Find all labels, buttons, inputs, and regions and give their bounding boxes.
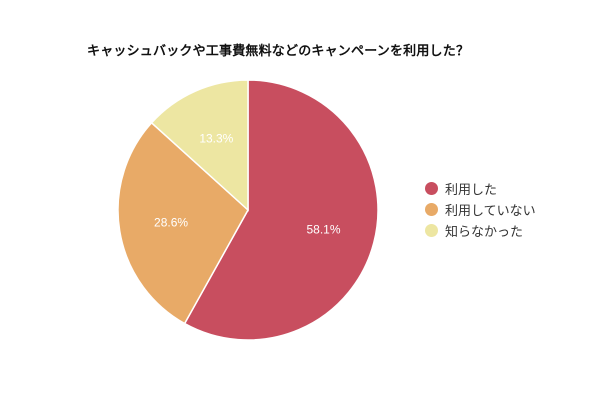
legend-item-not-used[interactable]: 利用していない: [425, 199, 536, 220]
legend-marker-icon: [425, 224, 438, 237]
legend-label: 利用した: [445, 183, 498, 198]
slice-value-label: 28.6%: [154, 216, 188, 230]
chart-title: キャッシュバックや工事費無料などのキャンペーンを利用した？: [87, 44, 470, 59]
legend: 利用した 利用していない 知らなかった: [425, 178, 536, 241]
pie-slice[interactable]: [117, 121, 249, 325]
legend-label: 知らなかった: [445, 225, 524, 240]
legend-label: 利用していない: [445, 204, 536, 219]
legend-marker-icon: [425, 182, 438, 195]
slice-value-label: 58.1%: [306, 223, 340, 237]
slice-value-label: 13.3%: [199, 132, 233, 146]
legend-item-unaware[interactable]: 知らなかった: [425, 220, 536, 241]
pie-slice[interactable]: [183, 79, 379, 341]
pie-slice[interactable]: [150, 79, 249, 212]
legend-item-used[interactable]: 利用した: [425, 178, 536, 199]
legend-marker-icon: [425, 203, 438, 216]
